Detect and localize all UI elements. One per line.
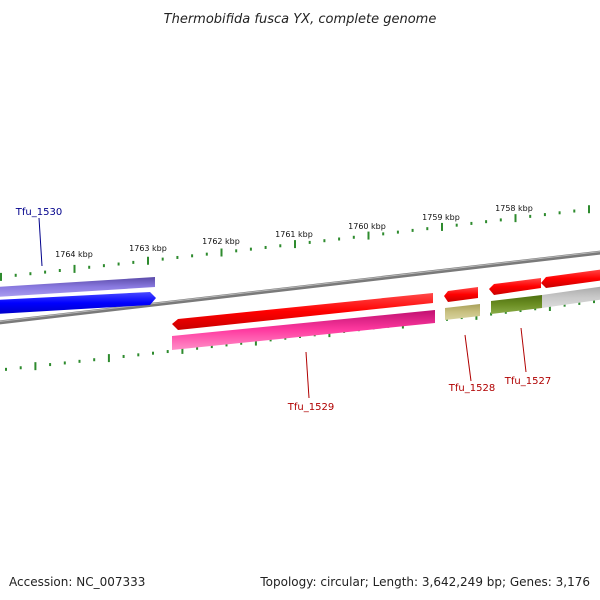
kbp-label: 1758 kbp bbox=[495, 204, 533, 213]
kbp-label: 1762 kbp bbox=[202, 237, 240, 246]
gene-tfu-1528[interactable] bbox=[445, 304, 480, 320]
map-title: Thermobifida fusca YX, complete genome bbox=[164, 12, 437, 27]
leader-tfu-1528 bbox=[464, 334, 472, 382]
genome-summary-text: Topology: circular; Length: 3,642,249 bp… bbox=[259, 575, 590, 589]
gene-red-right-1[interactable] bbox=[489, 278, 541, 295]
gene-tfu-1530-outer[interactable] bbox=[0, 277, 155, 297]
gene-tfu-1527[interactable] bbox=[491, 295, 542, 314]
leader-tfu-1529 bbox=[305, 351, 310, 399]
gene-tfu-1529[interactable] bbox=[172, 310, 435, 350]
kbp-tick-labels: 1764 kbp 1763 kbp 1762 kbp 1761 kbp 1760… bbox=[55, 204, 533, 259]
gene-label-tfu-1528[interactable]: Tfu_1528 bbox=[448, 383, 495, 394]
kbp-label: 1763 kbp bbox=[129, 244, 167, 253]
gene-forward-arrow[interactable] bbox=[0, 292, 156, 314]
kbp-label: 1764 kbp bbox=[55, 250, 93, 259]
genome-backbone bbox=[0, 250, 600, 325]
leader-tfu-1527 bbox=[520, 327, 527, 373]
accession-text: Accession: NC_007333 bbox=[9, 575, 145, 589]
gene-label-tfu-1530[interactable]: Tfu_1530 bbox=[15, 207, 62, 218]
genome-backbone-highlight bbox=[0, 251, 600, 322]
kbp-label: 1761 kbp bbox=[275, 230, 313, 239]
kbp-label: 1760 kbp bbox=[348, 222, 386, 231]
gene-label-tfu-1529[interactable]: Tfu_1529 bbox=[287, 402, 334, 413]
upper-scale-track bbox=[0, 205, 590, 281]
gene-red-large[interactable] bbox=[172, 293, 433, 330]
gene-grey-right[interactable] bbox=[542, 286, 600, 308]
kbp-label: 1759 kbp bbox=[422, 213, 460, 222]
gene-red-right-2[interactable] bbox=[541, 269, 600, 288]
leader-tfu-1530 bbox=[38, 217, 43, 267]
gene-red-small[interactable] bbox=[444, 287, 478, 302]
gene-label-tfu-1527[interactable]: Tfu_1527 bbox=[504, 376, 551, 387]
